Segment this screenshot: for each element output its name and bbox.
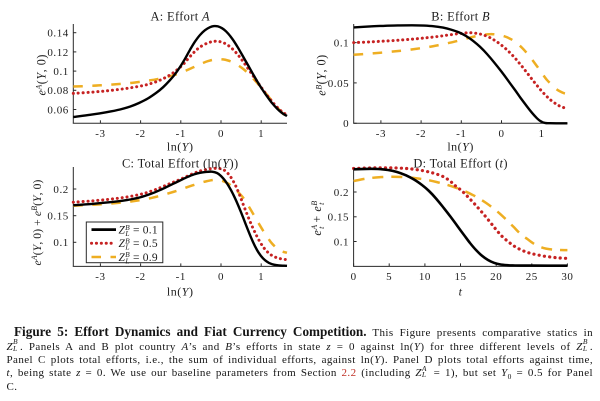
svg-text:0.1: 0.1 <box>53 66 68 78</box>
svg-text:0.15: 0.15 <box>328 212 349 224</box>
svg-text:0.05: 0.05 <box>328 78 349 90</box>
svg-text:eAt + eBt: eAt + eBt <box>310 200 326 235</box>
svg-text:-3: -3 <box>376 128 386 140</box>
svg-text:0: 0 <box>218 128 224 140</box>
svg-text:B: Effort B: B: Effort B <box>431 10 490 24</box>
svg-text:ZBL = 0.9: ZB L = 0.9 <box>119 250 158 265</box>
svg-text:-2: -2 <box>135 128 145 140</box>
svg-text:-1: -1 <box>456 128 466 140</box>
svg-text:-2: -2 <box>416 128 426 140</box>
svg-text:20: 20 <box>490 271 502 283</box>
svg-text:0.1: 0.1 <box>334 236 349 248</box>
svg-text:ZBL = 0.1: ZB L = 0.1 <box>119 223 158 238</box>
svg-text:-1: -1 <box>176 128 186 140</box>
svg-text:0: 0 <box>498 128 504 140</box>
svg-text:-3: -3 <box>95 271 105 283</box>
svg-text:0.08: 0.08 <box>47 85 68 97</box>
svg-text:0.2: 0.2 <box>53 184 68 196</box>
svg-text:10: 10 <box>419 271 431 283</box>
svg-text:30: 30 <box>561 271 573 283</box>
svg-text:0: 0 <box>343 118 349 130</box>
svg-text:t: t <box>459 285 463 299</box>
svg-text:-1: -1 <box>176 271 186 283</box>
svg-text:-2: -2 <box>135 271 145 283</box>
svg-text:0.14: 0.14 <box>47 28 68 40</box>
svg-text:D: Total Effort (t): D: Total Effort (t) <box>413 157 507 171</box>
svg-text:0.15: 0.15 <box>47 211 68 223</box>
svg-text:1: 1 <box>258 128 264 140</box>
svg-text:25: 25 <box>526 271 538 283</box>
svg-text:-3: -3 <box>95 128 105 140</box>
svg-text:0.1: 0.1 <box>53 237 68 249</box>
svg-text:1: 1 <box>539 128 545 140</box>
svg-text:ZBL = 0.5: ZB L = 0.5 <box>119 237 158 252</box>
svg-text:0.1: 0.1 <box>334 38 349 50</box>
svg-text:eB(Y, 0): eB(Y, 0) <box>315 54 329 95</box>
svg-text:ln(Y): ln(Y) <box>447 140 474 154</box>
svg-text:1: 1 <box>258 271 264 283</box>
svg-text:eA(Y, 0) + eB(Y, 0): eA(Y, 0) + eB(Y, 0) <box>30 180 44 266</box>
svg-text:0.12: 0.12 <box>47 47 68 59</box>
svg-text:0.06: 0.06 <box>47 104 68 116</box>
svg-text:C: Total Effort (ln(Y)): C: Total Effort (ln(Y)) <box>122 157 239 171</box>
svg-text:15: 15 <box>454 271 466 283</box>
svg-text:ln(Y): ln(Y) <box>167 140 194 154</box>
svg-text:ln(Y): ln(Y) <box>167 285 194 299</box>
svg-text:A: Effort A: A: Effort A <box>151 10 210 24</box>
svg-text:5: 5 <box>386 271 392 283</box>
svg-text:0.2: 0.2 <box>334 187 349 199</box>
svg-text:eA(Y, 0): eA(Y, 0) <box>35 54 49 95</box>
svg-text:0: 0 <box>351 271 357 283</box>
svg-text:0: 0 <box>218 271 224 283</box>
